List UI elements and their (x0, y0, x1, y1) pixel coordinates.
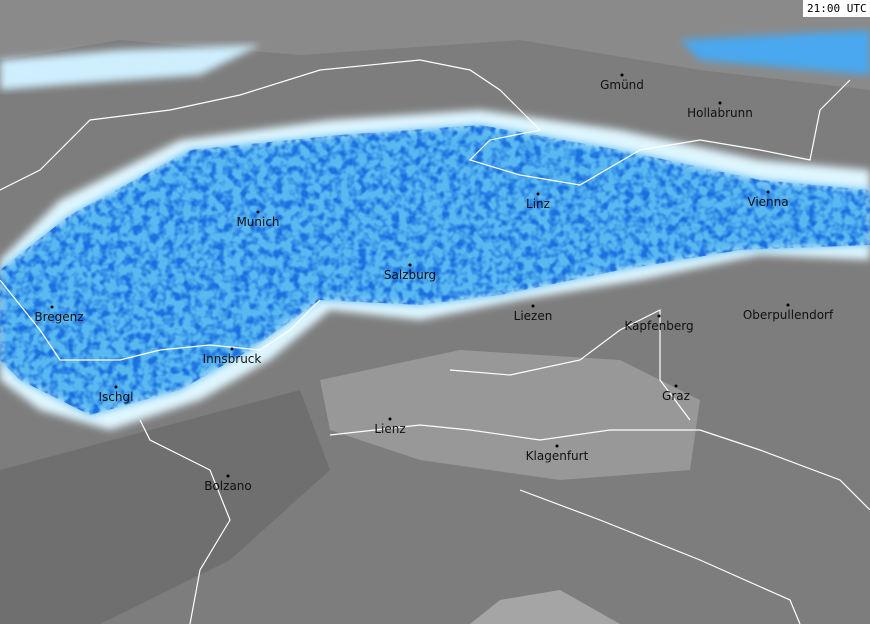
city-label: Hollabrunn (687, 106, 753, 120)
city-label: Linz (526, 197, 550, 211)
precip-heavy (0, 125, 870, 415)
city-dot (657, 314, 661, 318)
city-label: Ischgl (99, 390, 134, 404)
city-dot (718, 101, 722, 105)
city-label: Gmünd (600, 78, 644, 92)
terrain-basin (320, 350, 700, 480)
city-dot (786, 303, 790, 307)
city-dot (620, 73, 624, 77)
border-north (0, 59, 851, 191)
city-label: Salzburg (384, 268, 436, 282)
terrain-north (0, 0, 870, 90)
city-label: Munich (236, 215, 279, 229)
city-label: Graz (662, 389, 690, 403)
border-italy (139, 419, 231, 624)
lake (470, 590, 620, 624)
city-dot (555, 444, 559, 448)
river (449, 309, 691, 421)
city-label: Oberpullendorf (743, 308, 834, 322)
border-west (0, 279, 321, 361)
borders (0, 59, 870, 624)
city-dot (408, 263, 412, 267)
precip-northwest (0, 45, 260, 90)
city-label: Bregenz (34, 310, 83, 324)
city-label: Liezen (514, 309, 553, 323)
timestamp-box (803, 0, 870, 17)
border-south (329, 424, 870, 511)
city-dot (766, 190, 770, 194)
city-label: Lienz (374, 422, 405, 436)
city-label: Klagenfurt (526, 449, 589, 463)
city-dot (230, 347, 234, 351)
timestamp: 21:00 UTC (807, 2, 867, 15)
precipitation (0, 30, 870, 430)
city-dot (50, 305, 54, 309)
city-labels: Gmünd Hollabrunn Linz Vienna Munich Salz… (34, 73, 834, 493)
city-label: Kapfenberg (624, 319, 693, 333)
city-label: Bolzano (204, 479, 252, 493)
city-dot (536, 192, 540, 196)
city-dot (388, 417, 392, 421)
city-label: Innsbruck (203, 352, 262, 366)
city-dot (256, 210, 260, 214)
city-dot (674, 384, 678, 388)
city-dot (114, 385, 118, 389)
terrain-south (0, 390, 330, 624)
precip-northeast (680, 30, 870, 75)
city-dot (531, 304, 535, 308)
city-label: Vienna (747, 195, 788, 209)
border-slovenia (519, 489, 801, 624)
city-dot (226, 474, 230, 478)
